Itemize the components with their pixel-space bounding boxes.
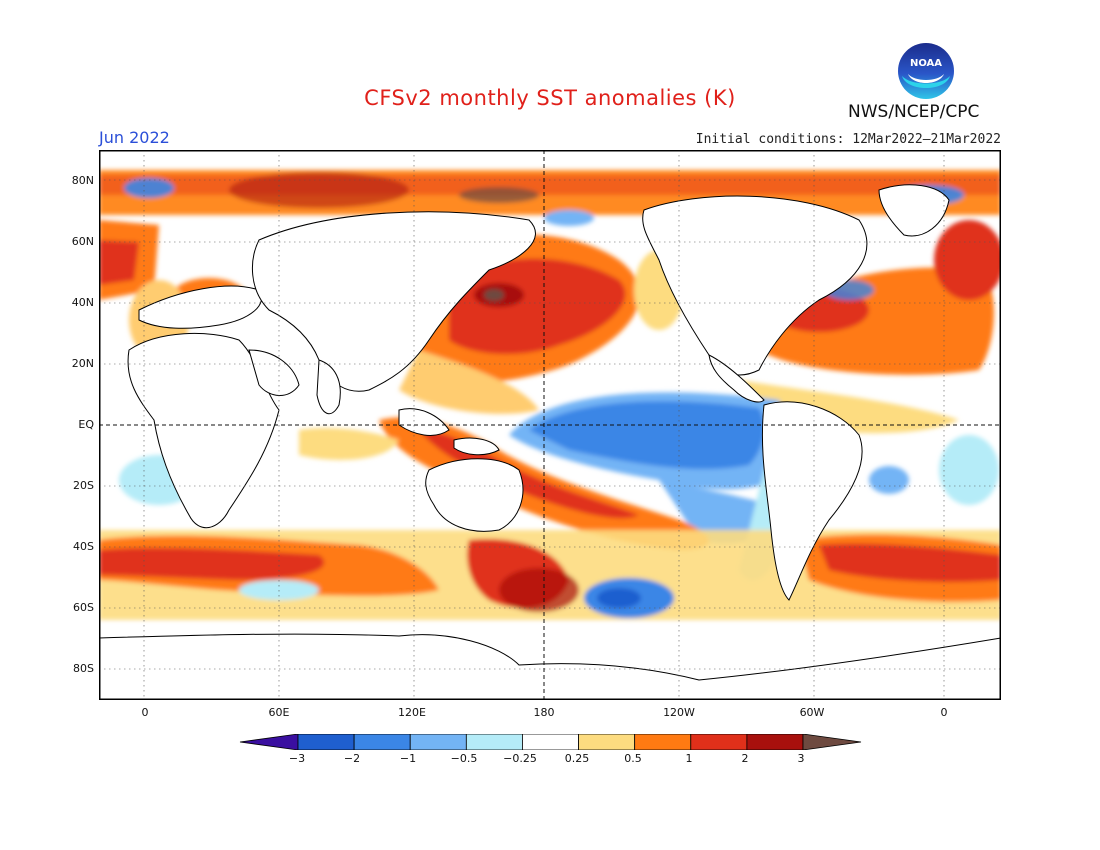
colorbar-swatch (746, 734, 804, 750)
lat-label: EQ (78, 418, 94, 431)
lon-label: 60W (799, 706, 825, 719)
lat-label: 20S (73, 479, 94, 492)
colorbar-label: −1 (399, 752, 417, 765)
lat-label: 20N (71, 357, 94, 370)
colorbar-swatch (239, 734, 299, 750)
lon-label: 120W (663, 706, 695, 719)
equator-dateline (99, 150, 1001, 700)
initial-conditions-label: Initial conditions: 12Mar2022–21Mar2022 (695, 132, 1001, 147)
map-frame (99, 150, 1001, 700)
colorbar-swatch (465, 734, 523, 750)
colorbar-swatch (578, 734, 636, 750)
colorbar-label: −3 (288, 752, 306, 765)
lat-label: 80S (73, 662, 94, 675)
lat-label: 60N (71, 235, 94, 248)
agency-label: NWS/NCEP/CPC (848, 102, 980, 122)
month-label: Jun 2022 (99, 128, 170, 147)
colorbar-swatch (353, 734, 411, 750)
colorbar-label: 1 (685, 752, 693, 765)
colorbar-swatch (297, 734, 355, 750)
noaa-logo-text: NOAA (910, 58, 942, 69)
colorbar-swatch (690, 734, 748, 750)
lat-label: 40N (71, 296, 94, 309)
lon-label: 120E (398, 706, 426, 719)
lat-label: 60S (73, 601, 94, 614)
colorbar-swatch (409, 734, 467, 750)
colorbar-swatch (522, 734, 579, 750)
colorbar-label: 3 (797, 752, 805, 765)
colorbar-swatch (634, 734, 692, 750)
colorbar-label: 0.5 (624, 752, 642, 765)
colorbar-label: 0.25 (564, 752, 590, 765)
colorbar-label: −0.25 (503, 752, 537, 765)
lon-label: 60E (268, 706, 290, 719)
colorbar-label: 2 (741, 752, 749, 765)
land-masses (99, 184, 1001, 700)
noaa-logo: NOAA (898, 43, 954, 99)
map-title: CFSv2 monthly SST anomalies (K) (364, 86, 736, 110)
colorbar-swatch (802, 734, 862, 750)
lon-label: 0 (940, 706, 948, 719)
colorbar-label: −2 (343, 752, 361, 765)
sst-anomaly-map (99, 150, 1001, 700)
lat-label: 80N (71, 174, 94, 187)
colorbar-label: −0.5 (450, 752, 478, 765)
colorbar (239, 734, 862, 750)
lon-label: 0 (141, 706, 149, 719)
lat-label: 40S (73, 540, 94, 553)
lon-label: 180 (533, 706, 555, 719)
